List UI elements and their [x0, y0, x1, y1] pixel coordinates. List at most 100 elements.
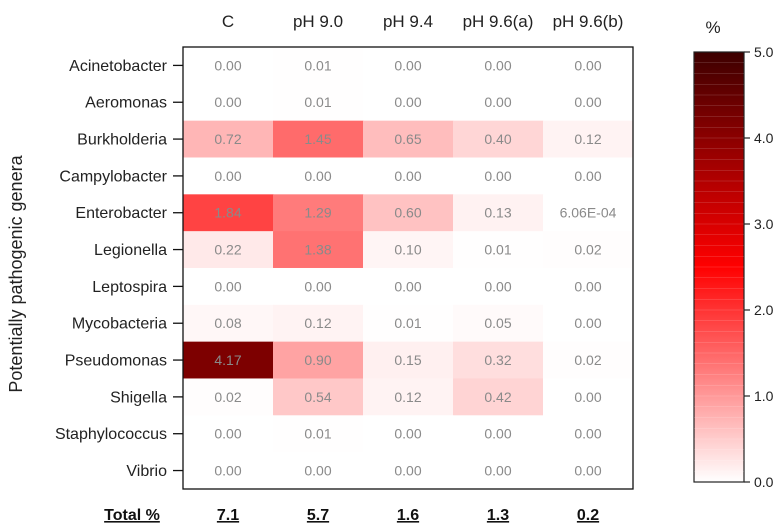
cell-value-label: 0.00 — [394, 168, 421, 184]
heatmap-cell — [543, 231, 634, 269]
heatmap-cell — [363, 415, 454, 453]
total-value-ph-9-6-b: 0.2 — [577, 507, 599, 524]
row-label-mycobacteria: Mycobacteria — [72, 316, 167, 333]
heatmap-cell — [543, 157, 634, 195]
cell-value-label: 4.17 — [214, 352, 241, 368]
cell-value-label: 0.00 — [574, 94, 601, 110]
cell-value-label: 0.32 — [484, 352, 511, 368]
cell-value-label: 0.00 — [304, 168, 331, 184]
cell-value-label: 0.00 — [484, 278, 511, 294]
heatmap-cell — [453, 267, 544, 306]
heatmap-cell — [453, 378, 544, 416]
y-axis-label: Potentially pathogenic genera — [6, 154, 26, 392]
cell-value-label: 0.42 — [484, 389, 511, 405]
row-label-leptospira: Leptospira — [92, 279, 167, 296]
total-value-ph-9-6-a: 1.3 — [487, 507, 509, 524]
cell-value-label: 0.00 — [394, 94, 421, 110]
cell-value-label: 0.00 — [484, 57, 511, 73]
row-labels: Acinetobacter Aeromonas Burkholderia Campyl… — [55, 58, 183, 480]
heatmap-cell — [183, 267, 274, 306]
cell-value-label: 0.00 — [304, 463, 331, 479]
cell-value-label: 0.00 — [574, 463, 601, 479]
cell-value-label: 0.01 — [304, 426, 331, 442]
cell-value-label: 0.65 — [394, 131, 421, 147]
row-label-burkholderia: Burkholderia — [77, 132, 167, 149]
cell-value-label: 0.00 — [214, 426, 241, 442]
row-label-shigella: Shigella — [110, 389, 167, 406]
heatmap-cell — [273, 341, 364, 379]
heatmap-cell — [183, 47, 274, 85]
heatmap-cell — [363, 83, 454, 122]
colorbar-ticks: 0.0 1.0 2.0 3.0 4.0 5.0 — [694, 44, 774, 490]
heatmap-cell — [363, 157, 454, 195]
heatmap-cell — [273, 157, 364, 195]
heatmap-cell — [363, 47, 454, 85]
heatmap-cell — [543, 304, 634, 343]
heatmap-cell — [453, 231, 544, 269]
cell-value-label: 0.00 — [214, 278, 241, 294]
colorbar-tick-label: 2.0 — [754, 302, 774, 318]
colorbar-tick-label: 5.0 — [754, 44, 774, 60]
cell-value-label: 0.00 — [394, 463, 421, 479]
cell-value-label: 0.00 — [394, 278, 421, 294]
cell-value-label: 6.06E-04 — [560, 205, 617, 221]
row-label-pseudomonas: Pseudomonas — [65, 353, 167, 370]
cell-value-label: 0.01 — [304, 57, 331, 73]
heatmap-cell — [273, 231, 364, 269]
cell-value-label: 0.00 — [394, 426, 421, 442]
colorbar-tick-label: 4.0 — [754, 130, 774, 146]
cell-value-label: 1.84 — [214, 205, 241, 221]
column-header-ph-9-4: pH 9.4 — [383, 12, 433, 31]
heatmap-cell — [543, 194, 634, 232]
heatmap-cell — [273, 267, 364, 306]
heatmap-cell — [453, 304, 544, 343]
colorbar-title: % — [705, 18, 720, 37]
heatmap-cell — [273, 194, 364, 232]
cell-value-label: 0.54 — [304, 389, 331, 405]
cell-value-label: 0.00 — [574, 315, 601, 331]
cell-value-label: 0.13 — [484, 205, 511, 221]
heatmap-cells: 0.00 0.01 0.00 0.00 0.00 0.00 0.01 0.00 0.00 0.00… — [183, 47, 634, 490]
row-label-vibrio: Vibrio — [126, 463, 167, 480]
heatmap-cell — [543, 341, 634, 379]
cell-value-label: 0.01 — [394, 315, 421, 331]
cell-value-label: 0.02 — [214, 389, 241, 405]
row-label-campylobacter: Campylobacter — [59, 168, 167, 185]
cell-value-label: 1.45 — [304, 131, 331, 147]
heatmap-cell — [183, 452, 274, 490]
cell-value-label: 0.00 — [574, 389, 601, 405]
row-label-aeromonas: Aeromonas — [85, 95, 167, 112]
heatmap-cell — [183, 83, 274, 122]
row-label-enterobacter: Enterobacter — [75, 205, 167, 222]
heatmap-cell — [453, 157, 544, 195]
heatmap-cell — [453, 341, 544, 379]
heatmap-cell — [363, 304, 454, 343]
heatmap-cell — [183, 304, 274, 343]
cell-value-label: 0.05 — [484, 315, 511, 331]
heatmap-cell — [183, 231, 274, 269]
column-header-ph-9-6-a: pH 9.6(a) — [463, 12, 534, 31]
column-header-ph-9-0: pH 9.0 — [293, 12, 343, 31]
heatmap-cell — [273, 378, 364, 416]
row-label-acinetobacter: Acinetobacter — [69, 58, 168, 75]
colorbar-tick-label: 0.0 — [754, 474, 774, 490]
heatmap-cell — [453, 120, 544, 158]
cell-value-label: 0.22 — [214, 242, 241, 258]
cell-value-label: 0.00 — [574, 278, 601, 294]
colorbar-gradient — [693, 51, 745, 483]
colorbar: % 0.0 1.0 2.0 3.0 4.0 5.0 — [693, 18, 774, 490]
colorbar-tick-label: 1.0 — [754, 388, 774, 404]
cell-value-label: 0.12 — [574, 131, 601, 147]
cell-value-label: 0.00 — [214, 463, 241, 479]
cell-value-label: 0.00 — [394, 57, 421, 73]
cell-value-label: 0.00 — [484, 94, 511, 110]
heatmap-cell — [183, 415, 274, 453]
heatmap-cell — [543, 378, 634, 416]
cell-value-label: 0.08 — [214, 315, 241, 331]
heatmap-cell — [273, 304, 364, 343]
plot-frame — [182, 46, 634, 490]
cell-value-label: 0.10 — [394, 242, 421, 258]
heatmap-cell — [363, 452, 454, 490]
